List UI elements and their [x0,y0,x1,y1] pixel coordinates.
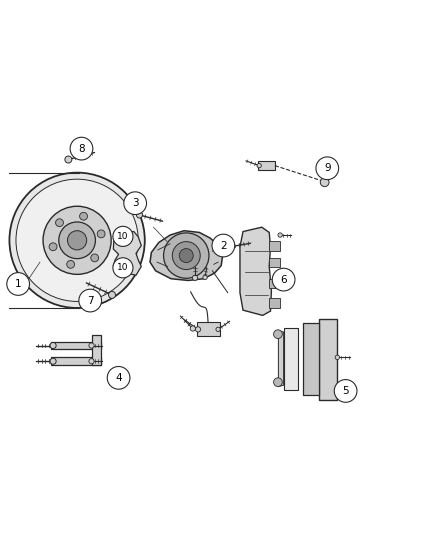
Circle shape [7,272,29,295]
FancyBboxPatch shape [197,322,220,336]
Text: 1: 1 [15,279,21,289]
FancyBboxPatch shape [284,328,298,390]
Text: 2: 2 [220,240,227,251]
Circle shape [89,359,94,364]
Text: 5: 5 [343,386,349,396]
FancyBboxPatch shape [92,335,101,365]
Circle shape [59,222,95,259]
Circle shape [274,378,283,386]
Circle shape [97,230,105,238]
Circle shape [216,327,220,332]
Circle shape [43,206,111,274]
Circle shape [56,219,64,227]
Text: 8: 8 [78,143,85,154]
Circle shape [192,275,198,280]
Circle shape [334,379,357,402]
Circle shape [172,241,200,270]
Circle shape [50,343,56,349]
Circle shape [137,212,143,218]
FancyBboxPatch shape [303,323,319,395]
Circle shape [113,258,133,278]
Circle shape [67,261,74,268]
Circle shape [107,367,130,389]
Circle shape [227,244,233,250]
Circle shape [79,289,102,312]
Circle shape [320,178,329,187]
Text: 6: 6 [280,274,287,285]
Circle shape [195,327,201,332]
FancyBboxPatch shape [269,279,280,288]
Circle shape [272,268,295,291]
Circle shape [16,179,138,302]
Circle shape [109,292,116,298]
Circle shape [179,248,193,263]
Text: 9: 9 [324,163,331,173]
Circle shape [257,164,261,168]
Circle shape [203,275,207,280]
Circle shape [50,358,56,364]
Polygon shape [150,231,223,280]
Circle shape [212,234,235,257]
Circle shape [335,355,339,359]
Circle shape [80,212,88,220]
Circle shape [49,243,57,251]
Circle shape [67,231,87,250]
FancyBboxPatch shape [269,298,280,308]
FancyBboxPatch shape [258,161,275,171]
Text: 7: 7 [87,296,93,305]
Text: 4: 4 [115,373,122,383]
Circle shape [190,326,195,331]
FancyBboxPatch shape [51,357,101,365]
FancyBboxPatch shape [269,241,280,251]
Text: 10: 10 [117,232,129,241]
Circle shape [91,254,99,262]
Polygon shape [113,231,141,275]
Polygon shape [279,330,284,386]
FancyBboxPatch shape [51,342,101,350]
Circle shape [274,330,283,338]
Circle shape [70,138,93,160]
Text: 10: 10 [117,263,129,272]
Circle shape [10,173,145,308]
Text: 3: 3 [132,198,138,208]
Polygon shape [240,227,272,316]
Circle shape [316,157,339,180]
Circle shape [89,343,94,348]
FancyBboxPatch shape [319,319,337,400]
Circle shape [278,233,283,237]
Circle shape [65,156,72,163]
Circle shape [124,192,147,215]
FancyBboxPatch shape [269,258,280,268]
Circle shape [163,233,209,278]
Circle shape [113,227,133,246]
